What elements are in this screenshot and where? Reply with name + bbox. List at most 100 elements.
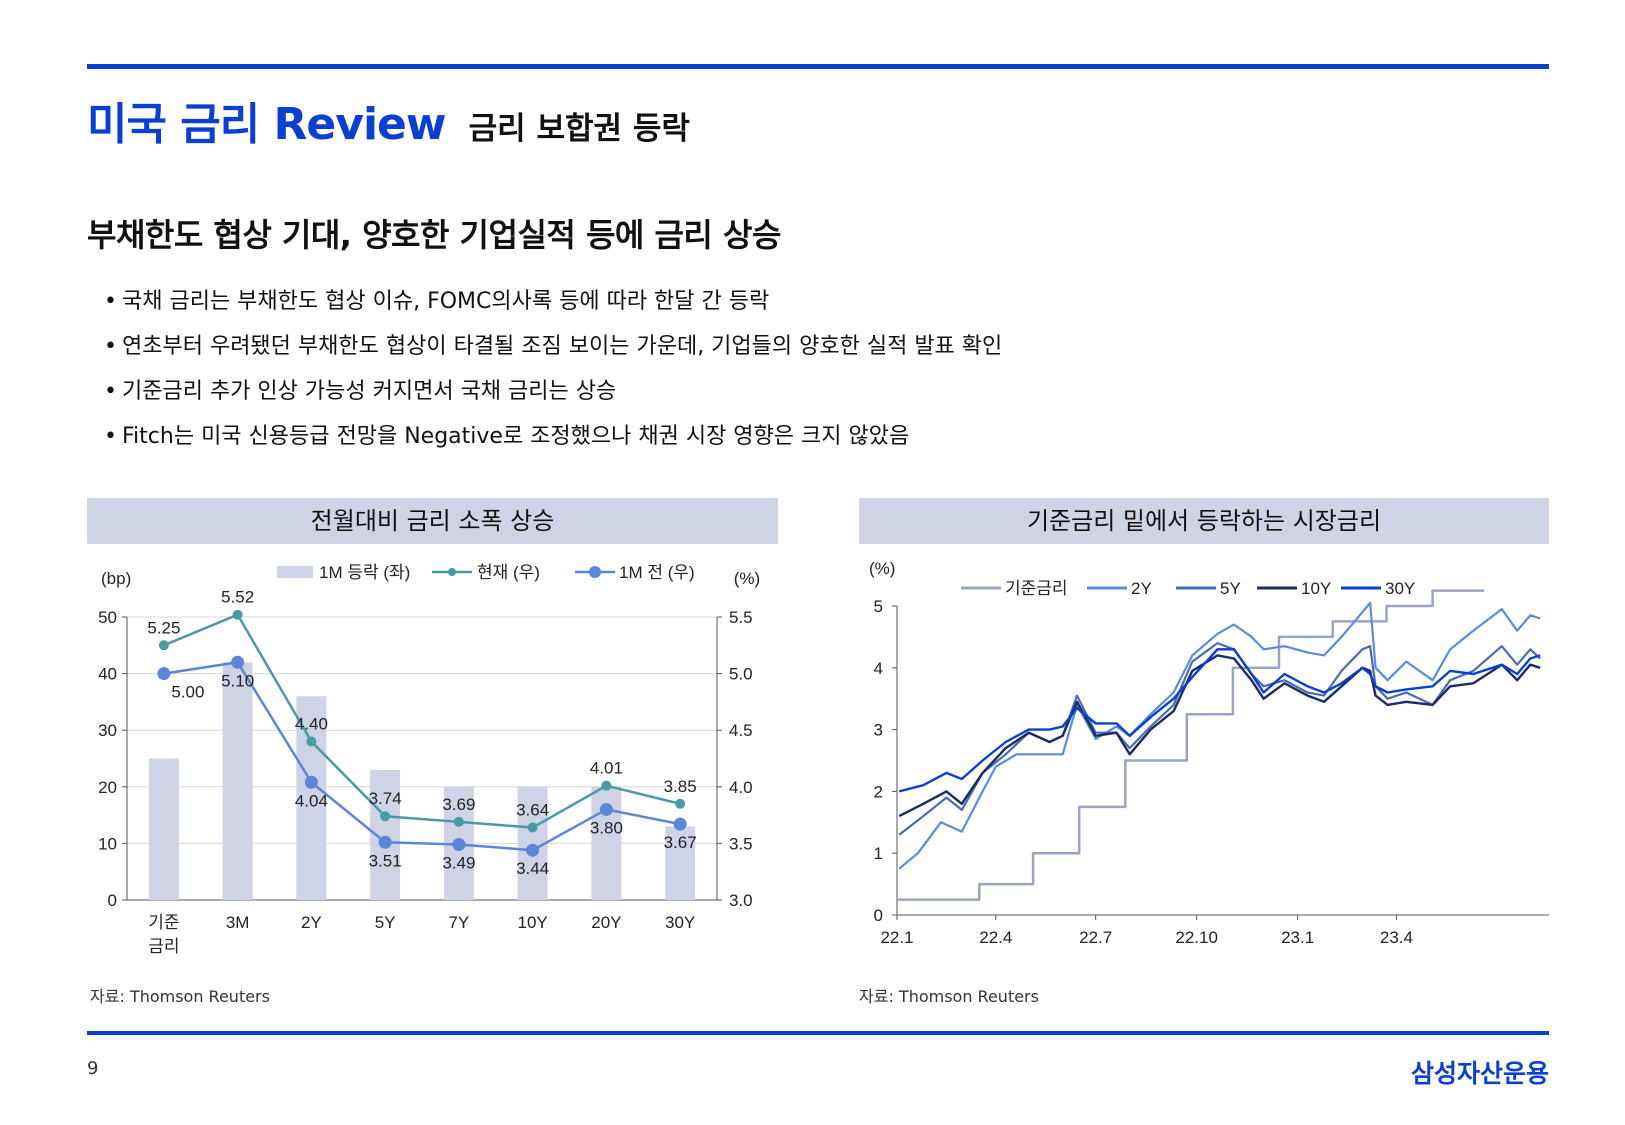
x-tick-label: 23.1 [1281, 928, 1314, 947]
data-label: 3.51 [369, 851, 402, 870]
bar [222, 662, 253, 900]
bullet-text: Fitch는 미국 신용등급 전망을 Negative로 조정했으나 채권 시장… [122, 424, 910, 449]
data-point [453, 816, 464, 827]
series-line-10Y [898, 654, 1541, 818]
y-axis-label: (%) [869, 559, 895, 578]
data-label: 3.69 [442, 795, 475, 814]
x-tick-label: 기준 [148, 913, 179, 932]
legend-label: 1M 등락 (좌) [319, 563, 410, 582]
x-tick-label: 22.4 [979, 928, 1012, 947]
top-rule [87, 64, 1549, 69]
y-right-tick-label: 3.0 [729, 891, 753, 910]
data-point [232, 609, 243, 620]
legend-label: 2Y [1131, 579, 1152, 598]
y-right-axis-label: (%) [734, 569, 760, 588]
bullet-dot: • [104, 379, 117, 404]
legend-label: 기준금리 [1005, 579, 1068, 598]
rate-history-chart: 0 1 2 3 4 5 (%) 22.1 22.4 22.7 22.10 23.1 23.4 기준금리 2Y… [869, 559, 1549, 947]
legend-marker [589, 566, 601, 578]
data-label: 3.80 [590, 818, 623, 837]
data-label: 4.01 [590, 759, 623, 778]
bullet-dot: • [104, 334, 117, 359]
x-tick-label: 7Y [448, 913, 469, 932]
y-right-tick-label: 4.0 [729, 778, 753, 797]
series-line-기준금리 [897, 589, 1485, 901]
data-label: 4.04 [295, 791, 328, 810]
bullet-text: 국채 금리는 부채한도 협상 이슈, FOMC의사록 등에 따라 한달 간 등락 [122, 289, 770, 314]
bullet-item: • 국채 금리는 부채한도 협상 이슈, FOMC의사록 등에 따라 한달 간 등… [104, 282, 1002, 327]
series-line [163, 660, 681, 852]
x-tick-label: 22.10 [1175, 928, 1218, 947]
y-right-tick-label: 4.5 [729, 721, 753, 740]
data-label: 5.00 [171, 683, 204, 702]
data-label: 5.25 [147, 618, 180, 637]
y-left-tick-label: 40 [98, 665, 117, 684]
legend-label: 현재 (우) [477, 563, 540, 582]
page-title-sub: 금리 보합권 등락 [468, 111, 690, 147]
data-point [599, 802, 613, 816]
y-left-axis-label: (bp) [101, 569, 131, 588]
x-tick-label: 2Y [301, 913, 322, 932]
left-chart-source: 자료: Thomson Reuters [90, 987, 270, 1006]
legend-swatch-bar [277, 566, 313, 578]
legend-label: 5Y [1220, 579, 1241, 598]
x-tick-label: 10Y [518, 913, 548, 932]
bullet-text: 연초부터 우려됐던 부채한도 협상이 타결될 조짐 보이는 가운데, 기업들의 … [122, 334, 1003, 359]
bullet-item: • 연초부터 우려됐던 부채한도 협상이 타결될 조짐 보이는 가운데, 기업들의… [104, 327, 1002, 372]
bar [665, 826, 696, 900]
bullet-dot: • [104, 289, 117, 314]
bullet-dot: • [104, 424, 117, 449]
data-point [306, 736, 317, 747]
y-tick-label: 2 [874, 782, 883, 801]
x-tick-label: 30Y [665, 913, 695, 932]
legend-marker [448, 568, 456, 576]
data-point [673, 817, 687, 831]
data-label: 5.52 [221, 588, 254, 607]
legend-label: 30Y [1385, 579, 1415, 598]
page-number: 9 [87, 1058, 99, 1079]
data-label: 3.44 [516, 859, 549, 878]
bullet-text: 기준금리 추가 인상 가능성 커지면서 국채 금리는 상승 [122, 379, 617, 404]
legend-label: 1M 전 (우) [619, 563, 695, 582]
page-title-main: 미국 금리 Review [87, 99, 447, 150]
bullet-item: • Fitch는 미국 신용등급 전망을 Negative로 조정했으나 채권 시… [104, 417, 1002, 462]
data-label: 5.10 [221, 671, 254, 690]
data-point [675, 798, 686, 809]
data-point [378, 835, 392, 849]
y-tick-label: 0 [874, 906, 883, 925]
x-tick-label: 23.4 [1380, 928, 1413, 947]
data-label: 3.85 [664, 777, 697, 796]
data-point [380, 811, 391, 822]
headline: 부채한도 협상 기대, 양호한 기업실적 등에 금리 상승 [87, 216, 781, 254]
data-label: 4.40 [295, 715, 328, 734]
left-chart-title: 전월대비 금리 소폭 상승 [87, 498, 778, 544]
x-tick-label: 3M [226, 913, 250, 932]
right-chart-source: 자료: Thomson Reuters [859, 987, 1039, 1006]
data-point [526, 843, 540, 857]
y-tick-label: 1 [874, 844, 883, 863]
bar [296, 696, 327, 900]
right-chart-title: 기준금리 밑에서 등락하는 시장금리 [859, 498, 1549, 544]
data-label: 3.64 [516, 801, 549, 820]
page-title: 미국 금리 Review 금리 보합권 등락 [87, 88, 690, 152]
data-point [304, 775, 318, 789]
brand-logo: 삼성자산운용 [1410, 1059, 1549, 1088]
data-label: 3.67 [664, 833, 697, 852]
data-point [527, 822, 538, 833]
data-point [158, 640, 169, 651]
data-point [601, 780, 612, 791]
bullet-item: • 기준금리 추가 인상 가능성 커지면서 국채 금리는 상승 [104, 372, 1002, 417]
series-line [163, 613, 681, 829]
y-left-tick-label: 30 [98, 721, 117, 740]
x-tick-label: 5Y [375, 913, 396, 932]
x-tick-label: 금리 [148, 937, 179, 956]
yield-change-chart: 0 10 20 30 40 50 3.0 3.5 4.0 4.5 5.0 5.5 (bp) (%) 기준금리… [98, 563, 760, 956]
bar [148, 758, 179, 900]
data-label: 3.74 [369, 789, 402, 808]
y-left-tick-label: 0 [108, 891, 117, 910]
y-left-tick-label: 10 [98, 834, 117, 853]
y-right-tick-label: 5.5 [729, 608, 753, 627]
bottom-rule [87, 1031, 1549, 1035]
x-tick-label: 22.7 [1079, 928, 1112, 947]
series-line-30Y [898, 648, 1541, 793]
